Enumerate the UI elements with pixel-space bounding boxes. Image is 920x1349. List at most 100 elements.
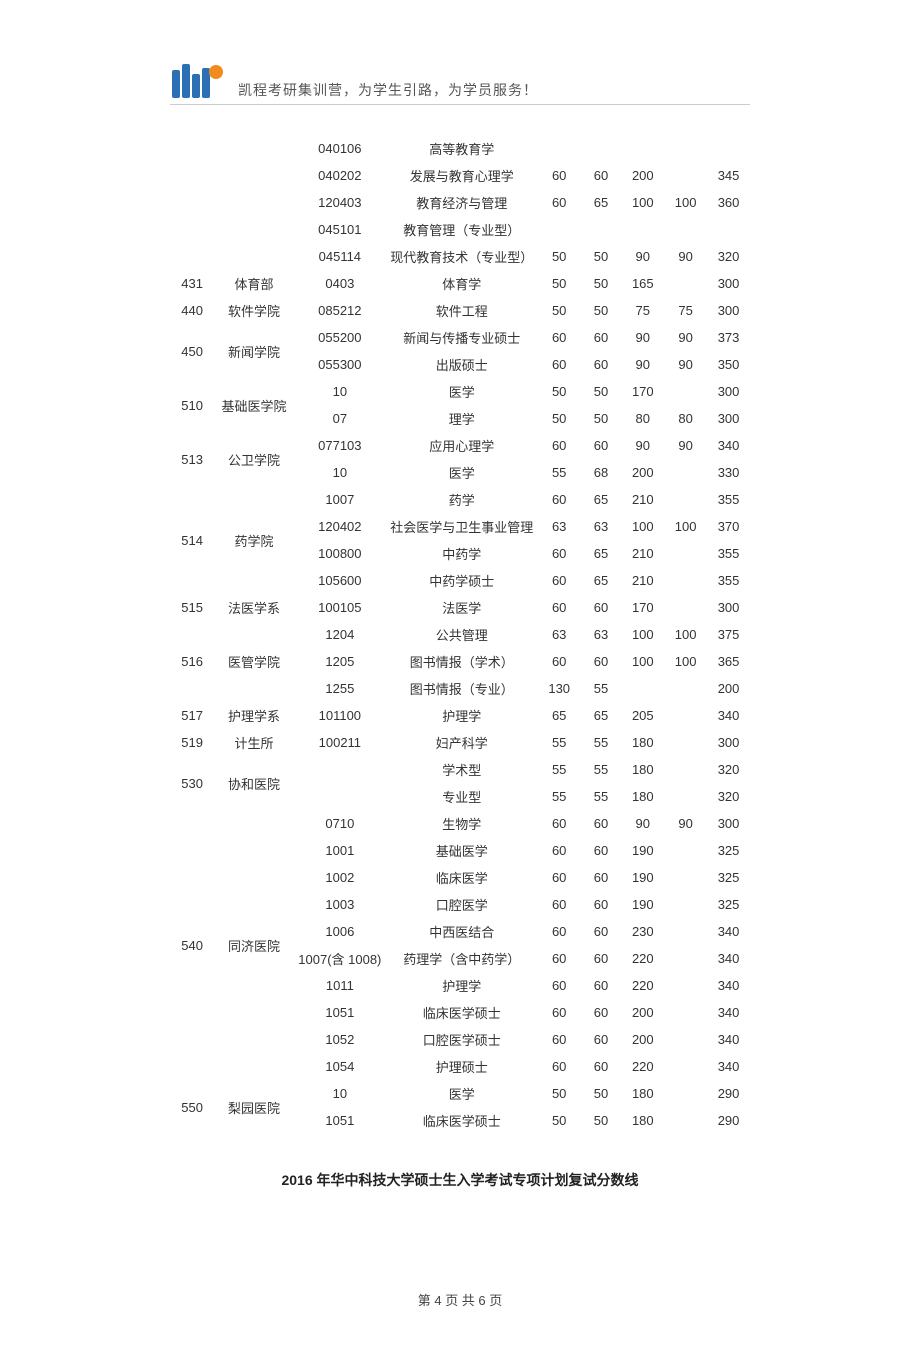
cell-s4: [664, 837, 707, 864]
cell-s2: 50: [581, 405, 622, 432]
cell-name: 口腔医学: [386, 891, 538, 918]
cell-name: 新闻与传播专业硕士: [386, 324, 538, 351]
cell-s2: 60: [581, 162, 622, 189]
cell-s3: 100: [621, 648, 664, 675]
page-header: 凯程考研集训营，为学生引路，为学员服务！: [170, 60, 750, 105]
cell-s4: [664, 1053, 707, 1080]
table-row: 513公卫学院077103应用心理学60609090340: [170, 432, 750, 459]
cell-s1: 60: [538, 324, 581, 351]
cell-s3: 230: [621, 918, 664, 945]
cell-code: 101100: [294, 702, 386, 729]
cell-s3: 90: [621, 324, 664, 351]
cell-s3: 180: [621, 1107, 664, 1134]
cell-s1: 60: [538, 432, 581, 459]
cell-s1: 55: [538, 729, 581, 756]
cell-s3: 100: [621, 189, 664, 216]
cell-s5: 320: [707, 756, 750, 783]
table-row: 1002临床医学6060190325: [170, 864, 750, 891]
cell-name: 现代教育技术（专业型）: [386, 243, 538, 270]
cell-name: 护理学: [386, 702, 538, 729]
cell-s4: 100: [664, 189, 707, 216]
cell-s5: 290: [707, 1107, 750, 1134]
cell-id: 516: [170, 648, 214, 675]
table-row: 516医管学院1205图书情报（学术）6060100100365: [170, 648, 750, 675]
cell-code: 1007(含 1008): [294, 945, 386, 972]
cell-s5: 320: [707, 243, 750, 270]
cell-id: 540: [170, 918, 214, 972]
cell-id: [170, 972, 214, 999]
cell-s4: 80: [664, 405, 707, 432]
cell-name: 教育经济与管理: [386, 189, 538, 216]
cell-s2: 50: [581, 243, 622, 270]
cell-s1: 55: [538, 756, 581, 783]
cell-name: 临床医学硕士: [386, 999, 538, 1026]
cell-code: 07: [294, 405, 386, 432]
table-row: 1255图书情报（专业）13055200: [170, 675, 750, 702]
cell-s5: [707, 135, 750, 162]
cell-s2: 60: [581, 810, 622, 837]
cell-s2: 50: [581, 1107, 622, 1134]
page-footer: 第 4 页 共 6 页: [170, 1290, 750, 1309]
cell-s2: 60: [581, 837, 622, 864]
cell-s4: [664, 729, 707, 756]
cell-code: 040106: [294, 135, 386, 162]
table-row: 515法医学系100105法医学6060170300: [170, 594, 750, 621]
cell-id: 440: [170, 297, 214, 324]
cell-s5: 300: [707, 297, 750, 324]
cell-code: 1051: [294, 999, 386, 1026]
cell-s4: [664, 1107, 707, 1134]
cell-dept: 体育部: [214, 270, 294, 297]
cell-code: 1054: [294, 1053, 386, 1080]
cell-s3: 90: [621, 810, 664, 837]
cell-s3: 180: [621, 1080, 664, 1107]
cell-s5: 375: [707, 621, 750, 648]
cell-id: 530: [170, 756, 214, 810]
cell-s1: 60: [538, 567, 581, 594]
cell-s5: 300: [707, 270, 750, 297]
cell-s2: 55: [581, 729, 622, 756]
cell-id: [170, 810, 214, 837]
cell-dept: [214, 837, 294, 864]
cell-s3: [621, 675, 664, 702]
cell-name: 高等教育学: [386, 135, 538, 162]
cell-s2: 60: [581, 648, 622, 675]
cell-s2: 60: [581, 864, 622, 891]
cell-s3: 200: [621, 999, 664, 1026]
cell-code: 105600: [294, 567, 386, 594]
cell-s5: 373: [707, 324, 750, 351]
cell-dept: 基础医学院: [214, 378, 294, 432]
cell-code: 1205: [294, 648, 386, 675]
cell-s3: 180: [621, 729, 664, 756]
cell-id: 517: [170, 702, 214, 729]
cell-s2: 63: [581, 513, 622, 540]
cell-s4: 90: [664, 432, 707, 459]
cell-code: 100105: [294, 594, 386, 621]
cell-s5: 355: [707, 567, 750, 594]
cell-s3: 190: [621, 864, 664, 891]
cell-name: 药理学（含中药学）: [386, 945, 538, 972]
cell-s1: 50: [538, 243, 581, 270]
cell-id: [170, 621, 214, 648]
cell-code: 040202: [294, 162, 386, 189]
cell-dept: 法医学系: [214, 594, 294, 621]
cell-name: 临床医学: [386, 864, 538, 891]
cell-s2: 55: [581, 756, 622, 783]
cell-code: 1052: [294, 1026, 386, 1053]
cell-code: 045101: [294, 216, 386, 243]
cell-s4: [664, 783, 707, 810]
cell-dept: [214, 891, 294, 918]
cell-code: 055300: [294, 351, 386, 378]
cell-name: 中西医结合: [386, 918, 538, 945]
cell-dept: [214, 675, 294, 702]
table-row: 517护理学系101100护理学6565205340: [170, 702, 750, 729]
cell-name: 发展与教育心理学: [386, 162, 538, 189]
cell-s3: 170: [621, 594, 664, 621]
table-row: 1003口腔医学6060190325: [170, 891, 750, 918]
cell-s5: 325: [707, 837, 750, 864]
cell-s1: 63: [538, 513, 581, 540]
cell-code: [294, 756, 386, 783]
cell-s1: 60: [538, 351, 581, 378]
cell-s5: 340: [707, 1026, 750, 1053]
cell-s1: 60: [538, 486, 581, 513]
cell-s5: 370: [707, 513, 750, 540]
